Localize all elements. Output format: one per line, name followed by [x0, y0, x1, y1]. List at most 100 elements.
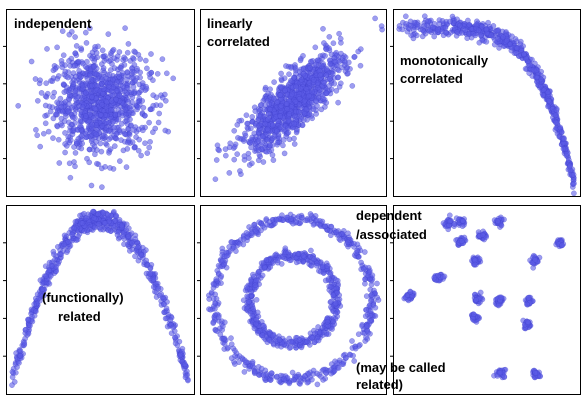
data-point [231, 156, 238, 163]
data-point [372, 15, 378, 22]
data-point [77, 122, 84, 129]
data-point [321, 79, 327, 86]
data-point [135, 147, 142, 154]
data-point [67, 137, 74, 144]
data-point [368, 292, 375, 298]
data-point [259, 272, 266, 279]
data-point [234, 151, 241, 157]
data-point [278, 76, 285, 82]
data-point [436, 20, 443, 27]
data-point [375, 297, 382, 303]
data-point [100, 90, 106, 97]
data-point [252, 282, 259, 289]
data-point [311, 256, 317, 263]
data-point [477, 289, 484, 296]
data-point [336, 30, 342, 37]
data-point [503, 37, 510, 44]
data-point [509, 33, 515, 40]
data-point [306, 111, 313, 117]
data-point [261, 106, 268, 113]
data-point [123, 117, 130, 124]
data-point [324, 66, 330, 72]
data-point [148, 69, 155, 76]
data-point [498, 294, 505, 301]
data-point [120, 147, 127, 154]
data-point [105, 31, 112, 37]
data-point [182, 361, 188, 368]
data-point [132, 253, 138, 260]
data-point [52, 66, 59, 72]
data-point [34, 97, 41, 104]
data-point [222, 152, 229, 159]
data-point [367, 308, 374, 314]
data-point [299, 122, 306, 129]
data-point [310, 106, 317, 112]
data-point [76, 72, 83, 79]
data-point [46, 280, 53, 287]
data-point [69, 104, 75, 111]
data-point [100, 86, 107, 92]
data-point [259, 139, 266, 146]
data-point [115, 229, 122, 235]
scatter-panel-independent [3, 9, 195, 197]
data-point [89, 208, 96, 215]
data-point [308, 247, 314, 254]
data-point [442, 24, 449, 31]
data-point [214, 142, 221, 149]
points-group [396, 13, 577, 196]
data-point [472, 257, 478, 264]
data-point [278, 102, 285, 109]
data-point [526, 70, 533, 76]
data-point [297, 57, 304, 64]
data-point [229, 239, 235, 245]
data-point [50, 93, 56, 100]
data-point [571, 180, 577, 187]
data-point [163, 305, 170, 312]
data-point [212, 305, 218, 312]
data-point [264, 126, 271, 132]
data-point [102, 53, 108, 59]
data-point [324, 263, 330, 270]
data-point [122, 111, 129, 118]
data-point [72, 62, 78, 69]
data-point [70, 114, 76, 121]
data-point [69, 231, 75, 238]
data-point [447, 218, 453, 225]
data-point [116, 217, 123, 223]
data-point [113, 87, 120, 94]
data-point [65, 74, 71, 81]
data-point [483, 38, 490, 45]
data-point [136, 95, 143, 102]
data-point [212, 176, 219, 183]
data-point [144, 150, 151, 156]
data-point [264, 137, 271, 143]
data-point [71, 225, 78, 232]
data-point [44, 46, 50, 52]
data-point [108, 107, 114, 113]
data-point [72, 88, 79, 94]
data-point [113, 131, 120, 137]
data-point [295, 251, 301, 257]
data-point [304, 379, 311, 386]
data-point [90, 115, 97, 122]
data-point [298, 105, 305, 112]
data-point [255, 330, 261, 336]
data-point [162, 315, 169, 322]
data-point [50, 115, 57, 122]
data-point [135, 257, 142, 264]
data-point [155, 285, 162, 292]
data-point [66, 92, 73, 98]
data-point [79, 220, 86, 226]
data-point [142, 140, 148, 147]
data-point [147, 271, 154, 277]
data-point [39, 286, 46, 292]
data-point [261, 264, 268, 270]
data-point [243, 229, 250, 236]
data-point [106, 127, 112, 134]
data-point [129, 94, 136, 101]
data-point [329, 70, 336, 77]
data-point [246, 366, 253, 372]
data-point [283, 63, 289, 69]
data-point [154, 70, 161, 77]
data-point [332, 300, 339, 307]
